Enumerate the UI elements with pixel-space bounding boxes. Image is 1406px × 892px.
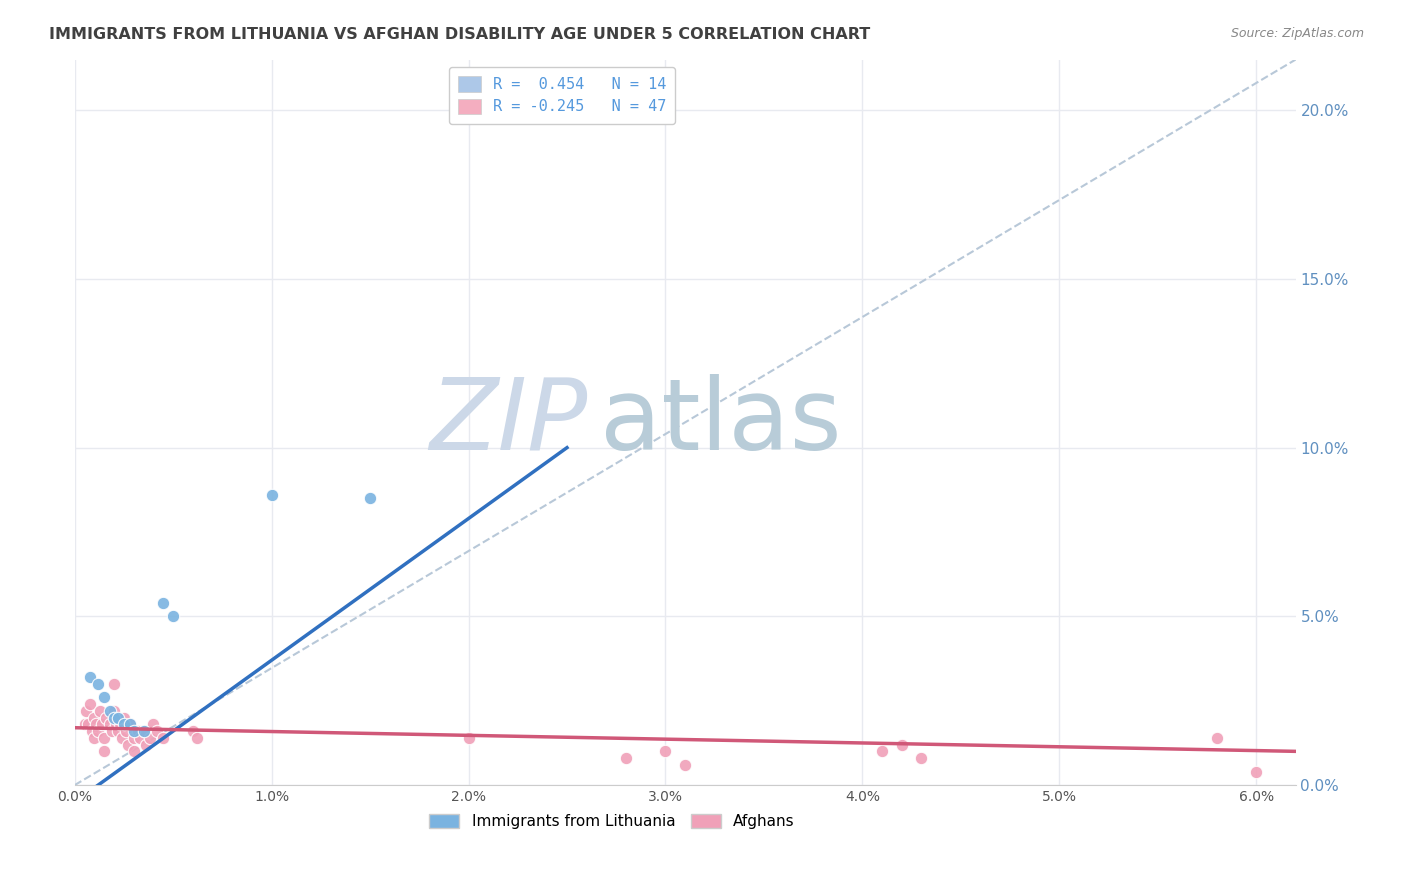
Point — [614, 751, 637, 765]
Point — [870, 744, 893, 758]
Point — [122, 744, 145, 758]
Point — [103, 704, 125, 718]
Point — [359, 491, 381, 506]
Text: atlas: atlas — [600, 374, 841, 471]
Point — [1205, 731, 1227, 745]
Legend: Immigrants from Lithuania, Afghans: Immigrants from Lithuania, Afghans — [423, 808, 801, 836]
Point — [86, 717, 108, 731]
Point — [87, 677, 110, 691]
Point — [87, 724, 110, 739]
Point — [117, 738, 139, 752]
Point — [186, 731, 208, 745]
Text: Source: ZipAtlas.com: Source: ZipAtlas.com — [1230, 27, 1364, 40]
Text: ZIP: ZIP — [429, 374, 588, 471]
Point — [181, 724, 204, 739]
Point — [152, 596, 174, 610]
Point — [118, 717, 141, 731]
Point — [83, 731, 105, 745]
Point — [83, 710, 105, 724]
Point — [89, 704, 111, 718]
Point — [107, 724, 129, 739]
Point — [107, 710, 129, 724]
Point — [1244, 764, 1267, 779]
Point — [118, 717, 141, 731]
Point — [76, 704, 98, 718]
Point — [98, 717, 121, 731]
Point — [138, 731, 160, 745]
Point — [654, 744, 676, 758]
Point — [890, 738, 912, 752]
Point — [93, 731, 115, 745]
Point — [79, 697, 101, 711]
Point — [111, 731, 134, 745]
Point — [152, 731, 174, 745]
Point — [98, 704, 121, 718]
Point — [77, 717, 100, 731]
Point — [910, 751, 932, 765]
Point — [146, 724, 169, 739]
Point — [457, 731, 479, 745]
Point — [127, 724, 149, 739]
Point — [73, 717, 96, 731]
Point — [101, 724, 124, 739]
Point — [132, 724, 155, 739]
Point — [112, 717, 135, 731]
Point — [135, 738, 157, 752]
Point — [122, 724, 145, 739]
Point — [112, 710, 135, 724]
Point — [673, 757, 696, 772]
Point — [103, 710, 125, 724]
Point — [93, 690, 115, 705]
Point — [122, 731, 145, 745]
Point — [115, 724, 138, 739]
Point — [96, 710, 118, 724]
Point — [162, 609, 184, 624]
Text: IMMIGRANTS FROM LITHUANIA VS AFGHAN DISABILITY AGE UNDER 5 CORRELATION CHART: IMMIGRANTS FROM LITHUANIA VS AFGHAN DISA… — [49, 27, 870, 42]
Point — [91, 717, 114, 731]
Point — [93, 744, 115, 758]
Point — [260, 488, 283, 502]
Point — [108, 717, 131, 731]
Point — [142, 717, 165, 731]
Point — [79, 670, 101, 684]
Point — [82, 724, 104, 739]
Point — [132, 724, 155, 739]
Point — [128, 731, 150, 745]
Point — [105, 717, 128, 731]
Point — [103, 677, 125, 691]
